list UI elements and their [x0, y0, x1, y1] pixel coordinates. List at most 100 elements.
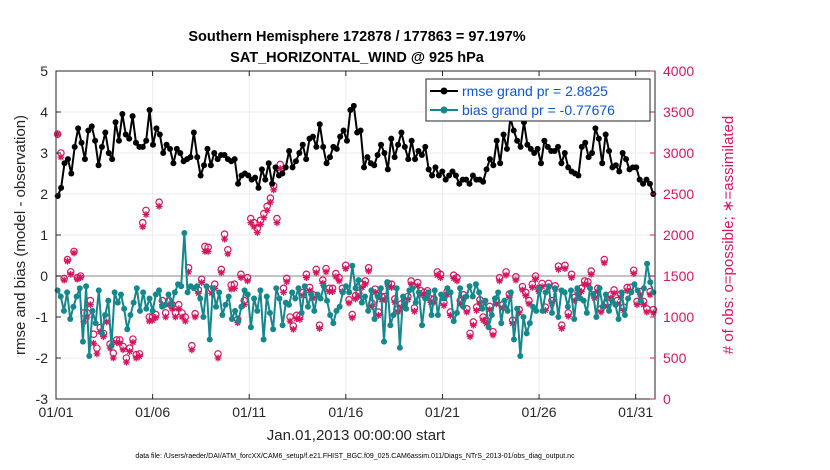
obs-assimilated-point: [93, 350, 101, 358]
y-right-tick-label: 3000: [663, 145, 694, 161]
bias-point: [498, 320, 505, 327]
bias-point: [618, 289, 625, 296]
y-right-tick-label: 3500: [663, 104, 694, 120]
bias-point: [555, 314, 562, 320]
bias-point: [409, 285, 416, 292]
bias-point: [60, 307, 67, 314]
bias-point: [650, 289, 657, 296]
rmse-point: [163, 141, 170, 148]
bias-point: [384, 279, 391, 286]
rmse-point: [364, 154, 371, 161]
bias-point: [156, 287, 163, 294]
bias-point: [510, 336, 517, 343]
legend-rmse-text: rmse grand pr = 2.8825: [462, 83, 608, 99]
obs-assimilated-point: [636, 291, 644, 299]
rmse-point: [388, 135, 395, 142]
obs-assimilated-point: [564, 312, 572, 320]
obs-assimilated-point: [273, 219, 281, 227]
rmse-point: [350, 102, 357, 109]
rmse-point: [320, 143, 327, 150]
obs-assimilated-point: [407, 280, 415, 288]
rmse-point: [633, 164, 640, 171]
rmse-point: [480, 178, 487, 185]
bias-point: [121, 305, 128, 312]
obs-assimilated-point: [483, 320, 490, 327]
bias-point: [336, 303, 343, 310]
rmse-point: [316, 121, 323, 128]
bias-point: [346, 289, 353, 296]
obs-assimilated-point: [486, 306, 494, 314]
legend-bias-text: bias grand pr = -0.77676: [462, 102, 615, 118]
bias-point: [254, 307, 261, 314]
rmse-point: [575, 172, 582, 179]
bias-point: [289, 289, 296, 296]
rmse-point: [466, 180, 473, 187]
obs-assimilated-point: [237, 274, 245, 282]
obs-assimilated-point: [411, 307, 418, 315]
rmse-point: [286, 147, 293, 154]
obs-assimilated-point: [453, 277, 461, 285]
rmse-point: [170, 160, 177, 167]
bias-point: [79, 338, 86, 345]
obs-assimilated-point: [329, 288, 336, 295]
bias-point: [219, 311, 226, 318]
obs-assimilated-point: [388, 284, 395, 291]
y-left-tick-label: 0: [40, 268, 48, 284]
obs-assimilated-point: [532, 275, 539, 283]
bias-point: [444, 285, 451, 292]
bias-point: [520, 314, 527, 320]
bias-point: [168, 301, 175, 308]
rmse-point: [510, 127, 517, 134]
bias-point: [561, 289, 568, 296]
rmse-point: [58, 184, 65, 191]
bias-point: [463, 293, 470, 300]
bias-point: [422, 295, 429, 302]
bias-point: [247, 324, 254, 331]
bias-point: [377, 285, 384, 292]
rmse-point: [599, 160, 606, 167]
bias-point: [441, 295, 448, 302]
bias-point: [108, 342, 115, 349]
obs-assimilated-point: [322, 268, 330, 276]
legend-box: [425, 78, 651, 122]
obs-assimilated-point: [175, 305, 183, 313]
rmse-point: [197, 172, 204, 179]
rmse-point: [187, 154, 194, 161]
obs-assimilated-point: [335, 277, 343, 285]
y-left-tick-label: -3: [36, 391, 49, 407]
y-left-tick-label: 5: [40, 63, 48, 79]
obs-assimilated-point: [584, 281, 592, 289]
obs-assimilated-point: [437, 274, 445, 282]
rmse-point: [255, 184, 262, 191]
bias-point: [542, 289, 549, 296]
bias-point: [105, 297, 112, 304]
bias-point: [466, 283, 473, 290]
obs-assimilated-point: [293, 315, 300, 323]
obs-assimilated-point: [473, 307, 481, 314]
bias-point: [317, 295, 324, 302]
y-right-tick-label: 2500: [663, 186, 694, 202]
bias-point: [374, 293, 381, 300]
obs-assimilated-point: [155, 202, 163, 210]
bias-point: [523, 330, 530, 337]
rmse-point: [296, 150, 303, 156]
bias-point: [590, 291, 597, 298]
rmse-point: [126, 135, 133, 142]
bias-point: [70, 303, 77, 310]
rmse-point: [371, 162, 378, 169]
rmse-point: [582, 139, 589, 146]
obs-assimilated-point: [594, 288, 602, 295]
rmse-point: [173, 145, 180, 152]
obs-assimilated-point: [381, 296, 389, 304]
obs-assimilated-point: [476, 299, 484, 307]
rmse-point: [578, 143, 585, 150]
bias-point: [358, 299, 365, 306]
obs-assimilated-point: [348, 314, 356, 322]
obs-assimilated-point: [204, 248, 212, 255]
bias-point: [587, 285, 594, 292]
chart-subtitle: SAT_HORIZONTAL_WIND @ 925 hPa: [230, 50, 485, 66]
bias-point: [644, 260, 651, 267]
rmse-point: [374, 152, 381, 159]
obs-assimilated-point: [136, 352, 143, 360]
bias-point: [83, 283, 90, 290]
